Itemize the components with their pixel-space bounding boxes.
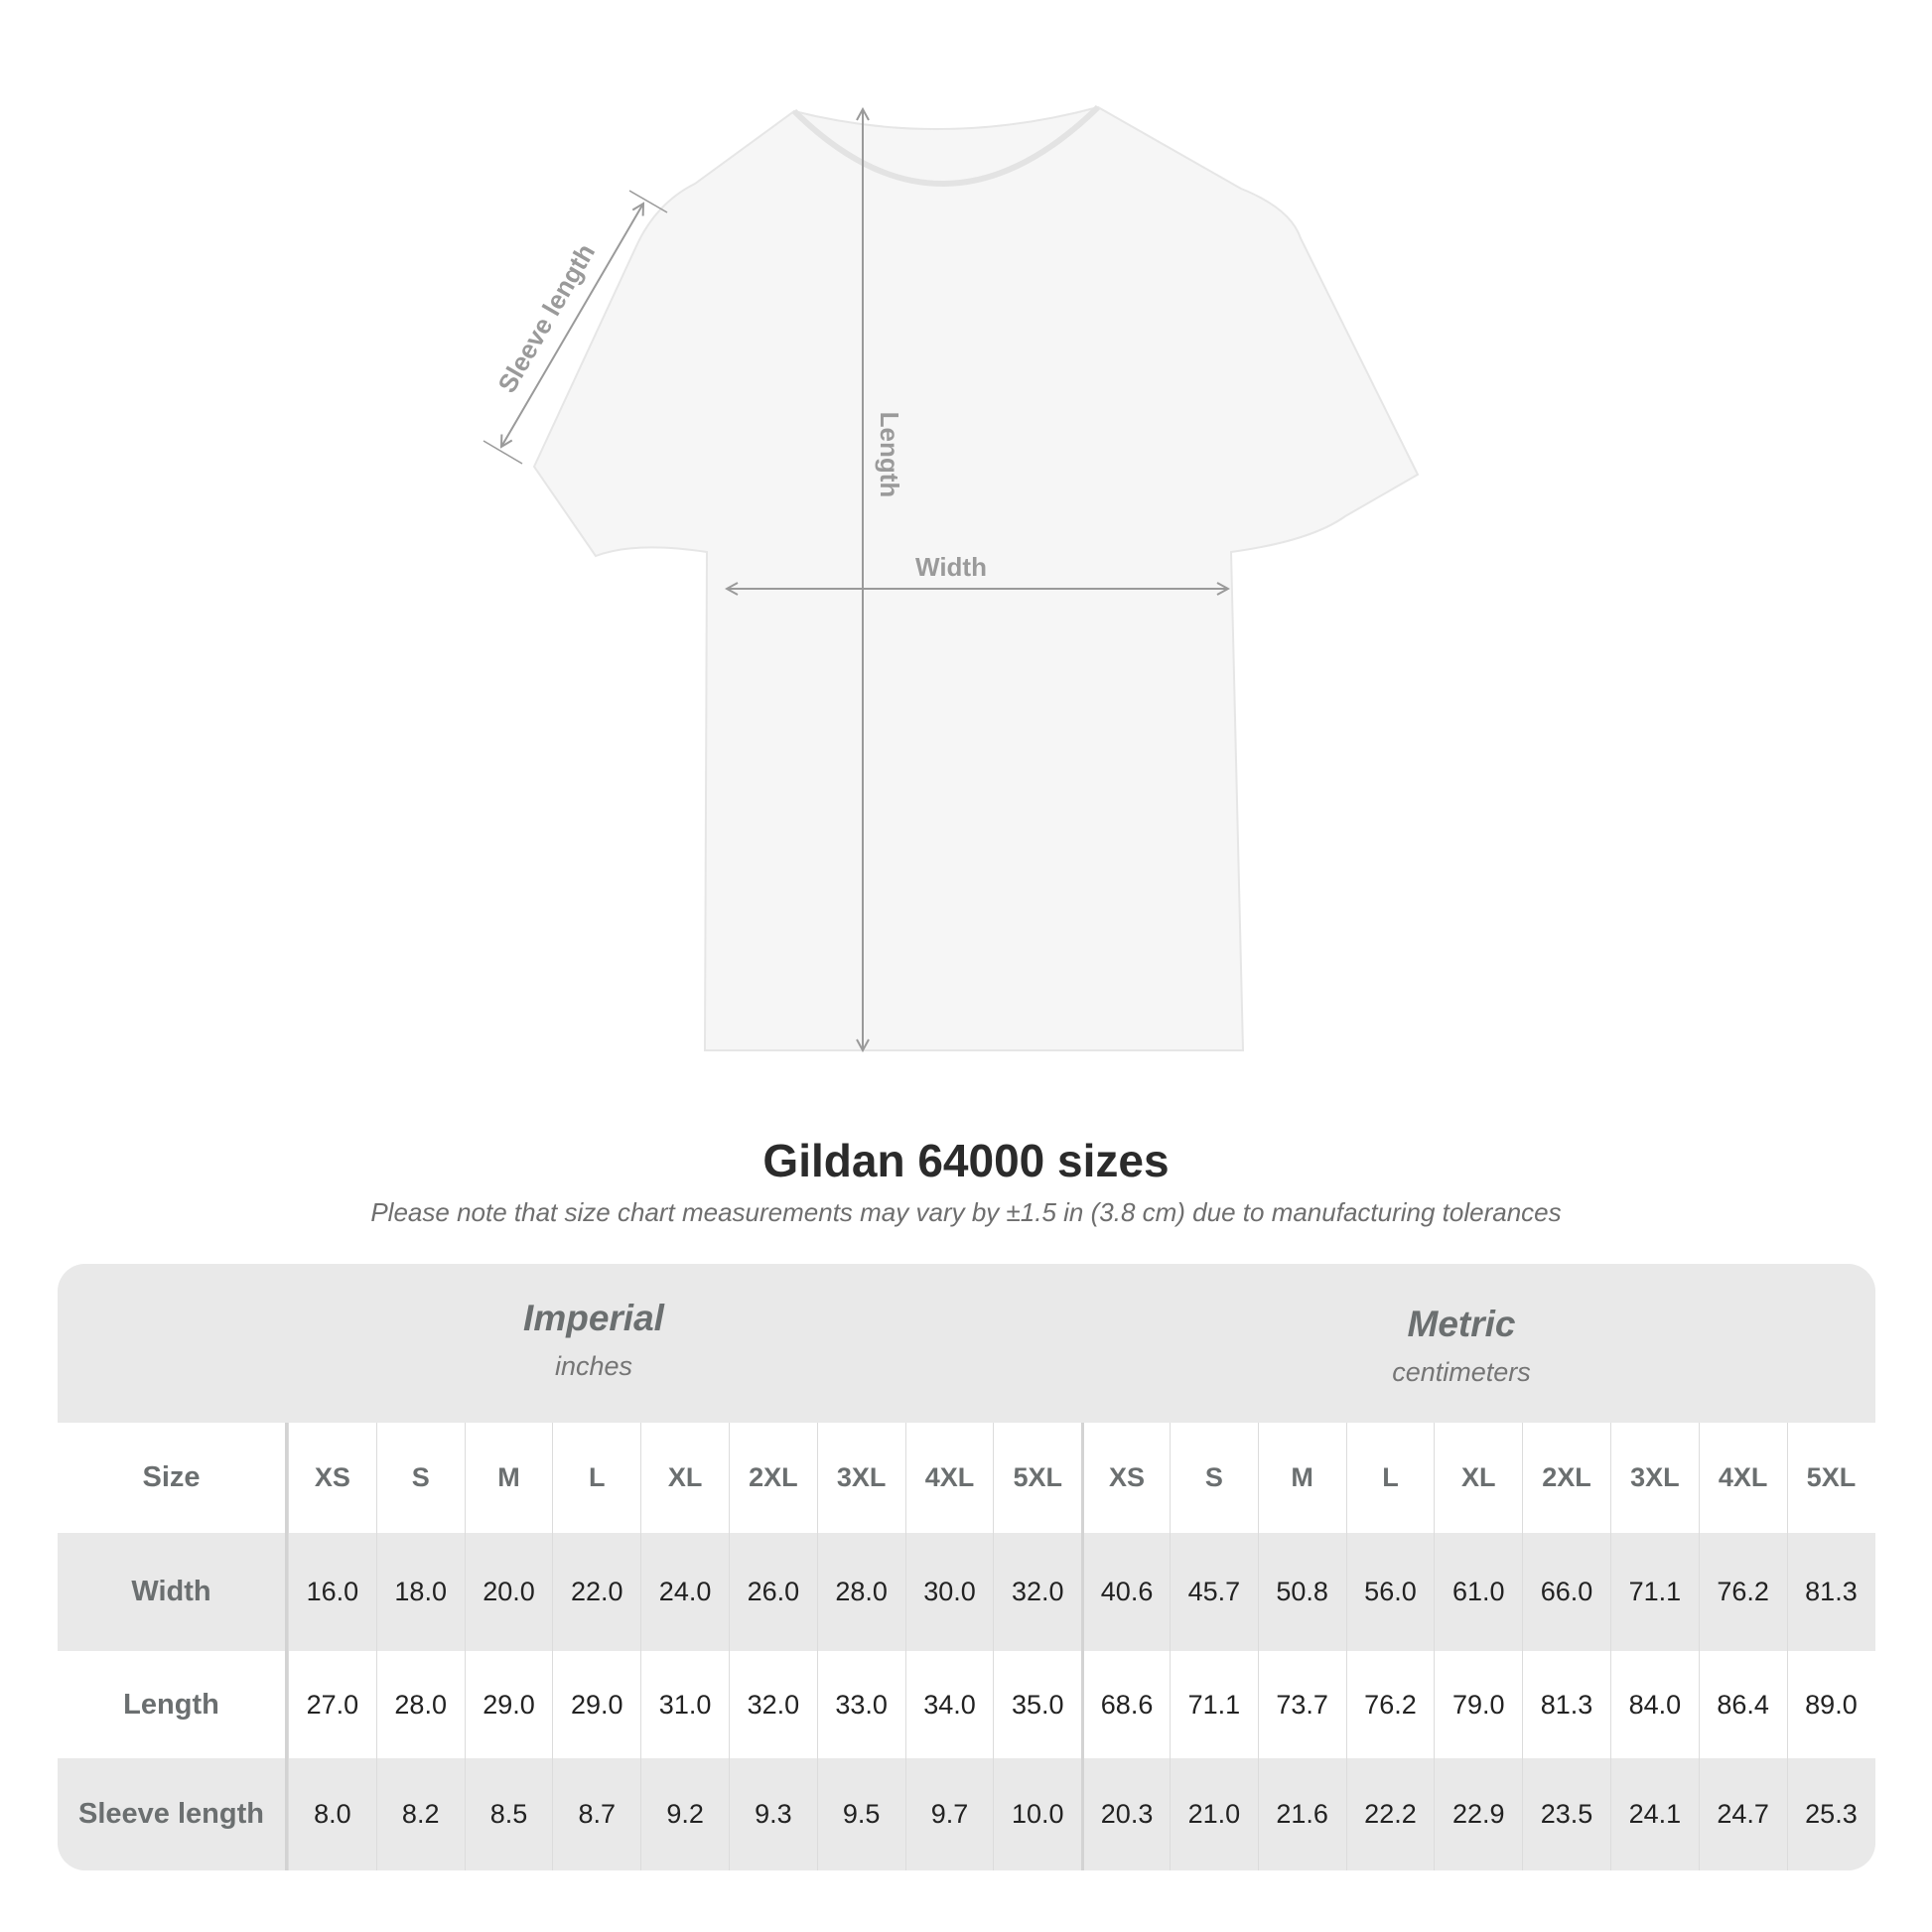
imperial-value: 9.3 bbox=[728, 1758, 817, 1870]
sleeve-tick-top bbox=[628, 190, 668, 213]
imperial-value: 34.0 bbox=[904, 1651, 994, 1758]
size-header-imperial: XL bbox=[640, 1423, 729, 1533]
size-header-metric: XL bbox=[1434, 1423, 1522, 1533]
imperial-value: 28.0 bbox=[816, 1533, 905, 1651]
metric-value: 76.2 bbox=[1345, 1651, 1435, 1758]
imperial-value: 30.0 bbox=[904, 1533, 994, 1651]
metric-value: 45.7 bbox=[1169, 1533, 1258, 1651]
size-header-metric: M bbox=[1257, 1423, 1346, 1533]
imperial-value: 28.0 bbox=[375, 1651, 465, 1758]
row-label: Size bbox=[58, 1423, 288, 1533]
size-header-metric: 5XL bbox=[1786, 1423, 1875, 1533]
imperial-value: 8.2 bbox=[375, 1758, 465, 1870]
imperial-value: 16.0 bbox=[288, 1533, 376, 1651]
tshirt-diagram: Sleeve length Length Width bbox=[483, 104, 1420, 1102]
imperial-value: 29.0 bbox=[552, 1651, 640, 1758]
size-table: Imperial inches Metric centimeters Size X… bbox=[58, 1264, 1875, 1870]
size-header-metric: 2XL bbox=[1522, 1423, 1610, 1533]
imperial-value: 18.0 bbox=[375, 1533, 465, 1651]
imperial-value: 9.2 bbox=[640, 1758, 729, 1870]
imperial-unit: inches bbox=[554, 1351, 633, 1381]
imperial-title: Imperial bbox=[523, 1298, 664, 1338]
collar bbox=[791, 104, 1101, 187]
size-header-metric: 4XL bbox=[1698, 1423, 1787, 1533]
metric-value: 56.0 bbox=[1345, 1533, 1435, 1651]
imperial-value: 32.0 bbox=[993, 1533, 1081, 1651]
size-header-imperial: 2XL bbox=[728, 1423, 817, 1533]
metric-title: Metric bbox=[1407, 1304, 1516, 1344]
metric-value: 23.5 bbox=[1522, 1758, 1610, 1870]
metric-value: 81.3 bbox=[1522, 1651, 1610, 1758]
metric-header: Metric centimeters bbox=[1213, 1304, 1710, 1388]
imperial-value: 8.5 bbox=[464, 1758, 553, 1870]
imperial-value: 27.0 bbox=[288, 1651, 376, 1758]
metric-value: 81.3 bbox=[1786, 1533, 1875, 1651]
size-header-metric: S bbox=[1169, 1423, 1258, 1533]
metric-value: 86.4 bbox=[1698, 1651, 1787, 1758]
metric-value: 71.1 bbox=[1169, 1651, 1258, 1758]
page-title: Gildan 64000 sizes bbox=[762, 1135, 1170, 1186]
size-header-imperial: 5XL bbox=[993, 1423, 1081, 1533]
metric-value: 68.6 bbox=[1081, 1651, 1170, 1758]
table-row: Width 16.0 18.0 20.0 22.0 24.0 26.0 28.0 30.0 32.… bbox=[58, 1533, 1875, 1651]
imperial-value: 9.7 bbox=[904, 1758, 994, 1870]
width-label: Width bbox=[915, 552, 987, 582]
imperial-value: 9.5 bbox=[816, 1758, 905, 1870]
imperial-value: 33.0 bbox=[816, 1651, 905, 1758]
tolerance-note: Please note that size chart measurements… bbox=[370, 1197, 1562, 1227]
metric-value: 21.6 bbox=[1257, 1758, 1346, 1870]
table-row: Length 27.0 28.0 29.0 29.0 31.0 32.0 33.0 34.0 35… bbox=[58, 1651, 1875, 1758]
units-header: Imperial inches Metric centimeters bbox=[58, 1264, 1875, 1423]
imperial-value: 22.0 bbox=[552, 1533, 640, 1651]
metric-value: 89.0 bbox=[1786, 1651, 1875, 1758]
size-header-imperial: M bbox=[464, 1423, 553, 1533]
imperial-header: Imperial inches bbox=[345, 1298, 842, 1382]
metric-unit: centimeters bbox=[1392, 1357, 1531, 1387]
size-header-metric: L bbox=[1345, 1423, 1435, 1533]
row-label: Length bbox=[58, 1651, 288, 1758]
metric-value: 76.2 bbox=[1698, 1533, 1787, 1651]
size-header-row: Size XS S M L XL 2XL 3XL 4XL 5XL XS S M L XL 2XL 3XL 4XL 5… bbox=[58, 1423, 1875, 1533]
sleeve-tick-bottom bbox=[483, 440, 523, 465]
imperial-value: 8.7 bbox=[552, 1758, 640, 1870]
imperial-value: 10.0 bbox=[993, 1758, 1081, 1870]
size-header-imperial: 3XL bbox=[816, 1423, 905, 1533]
metric-value: 20.3 bbox=[1081, 1758, 1170, 1870]
table-row: Sleeve length 8.0 8.2 8.5 8.7 9.2 9.3 9.5 9.7 10.… bbox=[58, 1758, 1875, 1870]
metric-value: 66.0 bbox=[1522, 1533, 1610, 1651]
metric-value: 24.7 bbox=[1698, 1758, 1787, 1870]
metric-value: 50.8 bbox=[1257, 1533, 1346, 1651]
size-header-imperial: XS bbox=[288, 1423, 376, 1533]
size-header-metric: XS bbox=[1081, 1423, 1170, 1533]
imperial-value: 26.0 bbox=[728, 1533, 817, 1651]
sleeve-arrow bbox=[501, 204, 643, 447]
imperial-value: 35.0 bbox=[993, 1651, 1081, 1758]
metric-value: 61.0 bbox=[1434, 1533, 1522, 1651]
imperial-value: 20.0 bbox=[464, 1533, 553, 1651]
imperial-value: 29.0 bbox=[464, 1651, 553, 1758]
row-label: Sleeve length bbox=[58, 1758, 288, 1870]
imperial-value: 32.0 bbox=[728, 1651, 817, 1758]
row-label: Width bbox=[58, 1533, 288, 1651]
metric-value: 73.7 bbox=[1257, 1651, 1346, 1758]
metric-value: 22.9 bbox=[1434, 1758, 1522, 1870]
size-header-imperial: S bbox=[375, 1423, 465, 1533]
size-header-metric: 3XL bbox=[1609, 1423, 1699, 1533]
imperial-value: 31.0 bbox=[640, 1651, 729, 1758]
metric-value: 25.3 bbox=[1786, 1758, 1875, 1870]
metric-value: 40.6 bbox=[1081, 1533, 1170, 1651]
imperial-value: 8.0 bbox=[288, 1758, 376, 1870]
metric-value: 22.2 bbox=[1345, 1758, 1435, 1870]
metric-value: 79.0 bbox=[1434, 1651, 1522, 1758]
imperial-value: 24.0 bbox=[640, 1533, 729, 1651]
length-label: Length bbox=[875, 412, 904, 498]
metric-value: 71.1 bbox=[1609, 1533, 1699, 1651]
metric-value: 24.1 bbox=[1609, 1758, 1699, 1870]
size-header-imperial: 4XL bbox=[904, 1423, 994, 1533]
size-header-imperial: L bbox=[552, 1423, 640, 1533]
metric-value: 84.0 bbox=[1609, 1651, 1699, 1758]
metric-value: 21.0 bbox=[1169, 1758, 1258, 1870]
